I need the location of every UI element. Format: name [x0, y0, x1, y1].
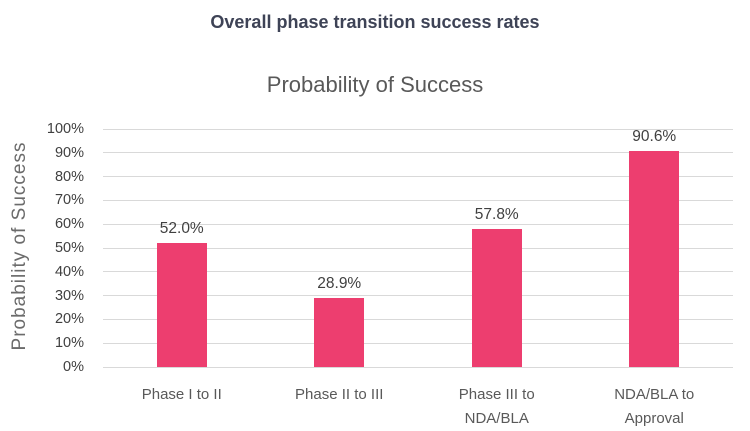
- x-axis-labels: Phase I to II Phase II to III Phase III to…: [103, 383, 733, 429]
- gridline: [103, 152, 733, 154]
- gridline: [103, 199, 733, 201]
- bar-value-label: 90.6%: [632, 128, 677, 146]
- gridline: [103, 176, 733, 178]
- y-tick-label: 100%: [46, 121, 84, 137]
- chart-title: Probability of Success: [266, 72, 484, 97]
- gridline: [103, 247, 733, 249]
- bar: [629, 151, 680, 367]
- gridline: [103, 128, 733, 130]
- x-category-label: Phase I to II: [141, 386, 222, 403]
- bar-value-label: 52.0%: [159, 220, 204, 238]
- y-tick-label: 20%: [54, 311, 84, 328]
- y-tick-label: 90%: [54, 144, 84, 161]
- y-tick-label: 80%: [54, 168, 84, 185]
- y-tick-label: 0%: [63, 359, 84, 375]
- y-tick-label: 40%: [54, 263, 84, 280]
- gridline: [103, 318, 733, 320]
- gridline: [103, 223, 733, 225]
- y-tick-label: 50%: [54, 240, 84, 256]
- y-tick-label: 60%: [54, 216, 84, 233]
- x-category-label: Phase II to III: [295, 386, 384, 403]
- y-tick-label: 70%: [54, 192, 84, 209]
- gridline: [103, 366, 733, 368]
- x-category-label: Phase III to NDA/BLA: [458, 386, 535, 427]
- bar: [314, 298, 365, 367]
- x-category-label: NDA/BLA to Approval: [614, 386, 695, 427]
- bar-value-label: 28.9%: [317, 275, 362, 293]
- y-tick-label: 10%: [54, 335, 84, 352]
- gridline: [103, 295, 733, 297]
- y-tick-label: 30%: [54, 287, 84, 304]
- plot-area: 100% 90% 80% 70% 60% 50% 40% 30% 20% 10% 0% 52.0% 28…: [47, 121, 733, 375]
- gridline: [103, 271, 733, 273]
- page-title: Overall phase transition success rates: [210, 12, 540, 32]
- bar-value-label: 57.8%: [474, 206, 519, 224]
- bar: [156, 243, 207, 367]
- gridline: [103, 342, 733, 344]
- bar: [471, 229, 522, 367]
